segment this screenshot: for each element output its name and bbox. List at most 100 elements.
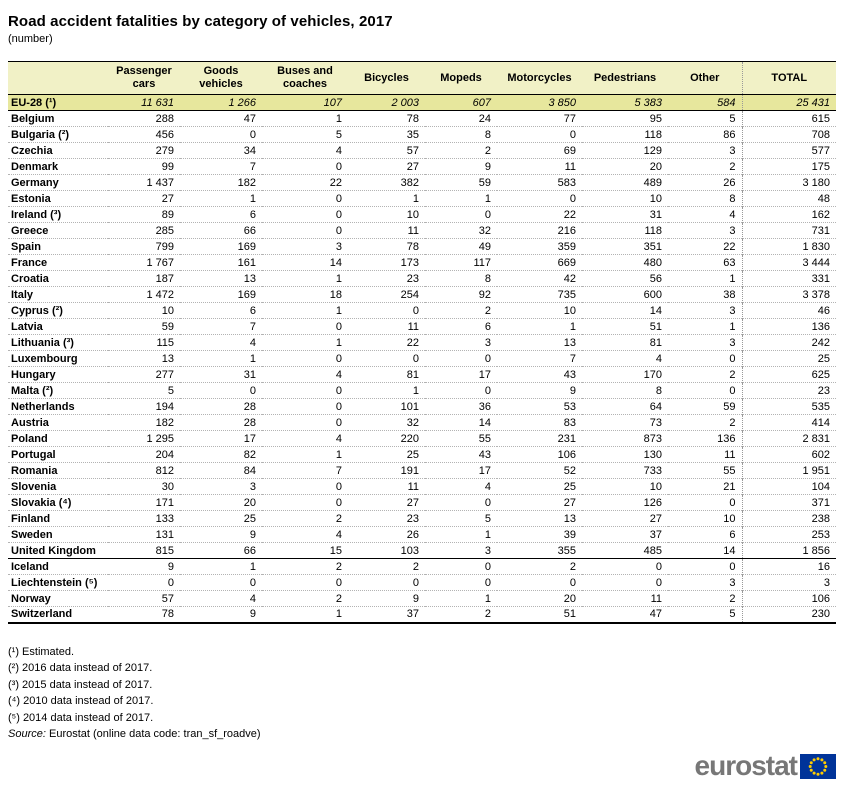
value-cell: 1 437 — [146, 176, 174, 189]
value-cell: 13 — [161, 352, 174, 365]
value-cell: 2 — [729, 416, 736, 429]
value-cell: 220 — [400, 432, 419, 445]
value-cell: 815 — [155, 544, 174, 557]
value-cell: 3 — [729, 224, 736, 237]
value-cell: 77 — [563, 112, 576, 125]
row-label: Lithuania (³) — [11, 336, 74, 349]
value-cell: 351 — [643, 240, 662, 253]
value-cell: 812 — [155, 464, 174, 477]
value-cell: 2 — [484, 608, 491, 621]
value-cell: 15 — [329, 544, 342, 557]
value-cell: 23 — [741, 382, 836, 399]
value-cell: 25 — [563, 480, 576, 493]
value-cell: 191 — [400, 464, 419, 477]
table-row: Norway 57 4 2 9 1 20 11 2 106 — [8, 590, 836, 607]
value-cell: 101 — [400, 400, 419, 413]
value-cell: 42 — [563, 272, 576, 285]
table-row: Spain 799 169 3 78 49 359 351 22 1 830 — [8, 238, 836, 255]
row-label: Italy — [11, 288, 34, 301]
value-cell: 161 — [237, 256, 256, 269]
value-cell: 170 — [643, 368, 662, 381]
value-cell: 799 — [155, 240, 174, 253]
row-label: Austria — [11, 416, 49, 429]
table-row: Denmark 99 7 0 27 9 11 20 2 175 — [8, 158, 836, 175]
value-cell: 3 — [484, 336, 491, 349]
value-cell: 254 — [400, 288, 419, 301]
value-cell: 37 — [649, 528, 662, 541]
value-cell: 382 — [400, 176, 419, 189]
value-cell: 82 — [243, 448, 256, 461]
value-cell: 11 631 — [141, 96, 174, 109]
value-cell: 31 — [243, 368, 256, 381]
column-header: Pedestrians — [582, 61, 668, 95]
value-cell: 14 — [478, 416, 491, 429]
value-cell: 11 — [564, 160, 576, 173]
table-row: Finland 133 25 2 23 5 13 27 10 238 — [8, 510, 836, 527]
value-cell: 0 — [335, 416, 342, 429]
value-cell: 8 — [484, 272, 491, 285]
value-cell: 47 — [243, 112, 256, 125]
value-cell: 733 — [643, 464, 662, 477]
row-label: Norway — [11, 592, 51, 605]
value-cell: 288 — [155, 112, 174, 125]
value-cell: 81 — [649, 336, 662, 349]
value-cell: 535 — [741, 398, 836, 415]
row-label: Belgium — [11, 112, 55, 125]
value-cell: 27 — [406, 496, 419, 509]
value-cell: 13 — [243, 272, 256, 285]
value-cell: 577 — [741, 142, 836, 159]
value-cell: 187 — [155, 272, 174, 285]
table-row: Iceland 9 1 2 2 0 2 0 0 16 — [8, 558, 836, 575]
table-row: Portugal 204 82 1 25 43 106 130 11 602 — [8, 446, 836, 463]
row-label: Iceland — [11, 560, 49, 573]
table-row: Malta (²) 5 0 0 1 0 9 8 0 23 — [8, 382, 836, 399]
page-subtitle: (number) — [8, 33, 53, 45]
value-cell: 3 — [729, 336, 736, 349]
row-label: Poland — [11, 432, 48, 445]
value-cell: 731 — [741, 222, 836, 239]
value-cell: 126 — [643, 496, 662, 509]
value-cell: 27 — [161, 192, 174, 205]
value-cell: 1 — [412, 192, 419, 205]
value-cell: 194 — [155, 400, 174, 413]
value-cell: 20 — [243, 496, 256, 509]
corner-cell — [8, 61, 108, 95]
value-cell: 230 — [741, 606, 836, 623]
value-cell: 2 831 — [741, 430, 836, 447]
value-cell: 1 — [335, 304, 342, 317]
row-label: Slovenia — [11, 480, 57, 493]
value-cell: 25 — [741, 350, 836, 367]
value-cell: 48 — [741, 190, 836, 207]
table-row: Romania 812 84 7 191 17 52 733 55 1 951 — [8, 462, 836, 479]
value-cell: 669 — [557, 256, 576, 269]
value-cell: 4 — [655, 352, 662, 365]
value-cell: 0 — [335, 160, 342, 173]
value-cell: 7 — [335, 464, 342, 477]
value-cell: 3 — [335, 240, 342, 253]
value-cell: 0 — [249, 576, 256, 589]
value-cell: 26 — [406, 528, 419, 541]
table-header-row: Passenger cars Goods vehicles Buses and co… — [8, 61, 836, 95]
footnote: (²) 2016 data instead of 2017. — [8, 662, 153, 674]
value-cell: 7 — [249, 160, 256, 173]
value-cell: 371 — [741, 494, 836, 511]
value-cell: 22 — [563, 208, 576, 221]
value-cell: 63 — [723, 256, 736, 269]
value-cell: 0 — [729, 384, 736, 397]
column-header: TOTAL — [741, 61, 836, 95]
value-cell: 0 — [569, 192, 576, 205]
row-label: Latvia — [11, 320, 43, 333]
value-cell: 55 — [723, 464, 736, 477]
value-cell: 3 — [741, 574, 836, 591]
value-cell: 9 — [412, 592, 419, 605]
value-cell: 1 — [335, 336, 342, 349]
value-cell: 331 — [741, 270, 836, 287]
value-cell: 51 — [649, 320, 662, 333]
value-cell: 14 — [329, 256, 342, 269]
table-row: Switzerland 78 9 1 37 2 51 47 5 230 — [8, 606, 836, 623]
value-cell: 355 — [557, 544, 576, 557]
value-cell: 1 — [335, 272, 342, 285]
table-row: Estonia 27 1 0 1 1 0 10 8 48 — [8, 190, 836, 207]
value-cell: 0 — [335, 400, 342, 413]
value-cell: 1 — [335, 448, 342, 461]
